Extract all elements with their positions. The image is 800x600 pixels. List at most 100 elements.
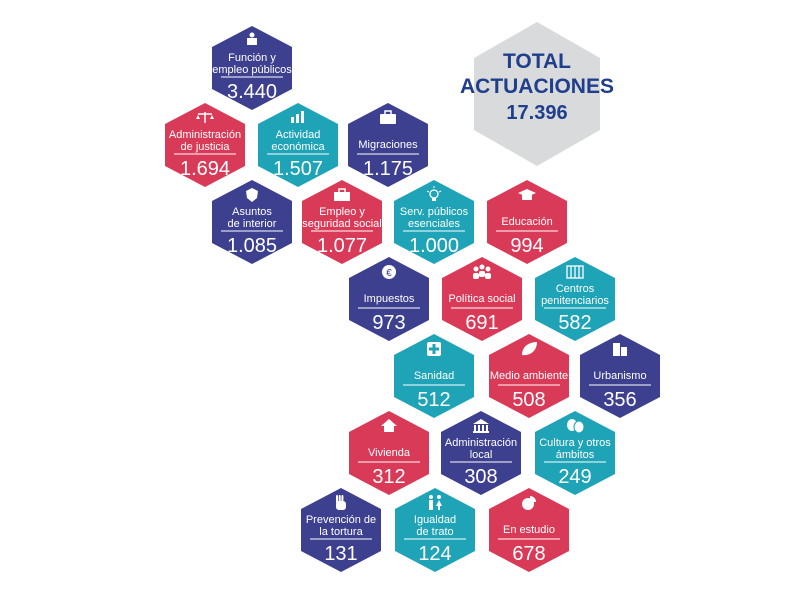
hexagon-label: Administración (169, 129, 241, 141)
hexagon-label: Vivienda (368, 447, 411, 459)
hexagon-label: la tortura (319, 526, 363, 538)
hexagon-label: penitenciarios (541, 295, 609, 307)
hexagon-value: 131 (324, 543, 357, 565)
hexagon-shape (535, 411, 615, 495)
hexagon-value: 312 (372, 466, 405, 488)
total-value: 17.396 (506, 102, 567, 124)
hexagon-cell: En estudio 678 (489, 488, 569, 572)
euro-coin-icon: € (382, 265, 396, 279)
hexagon-label: Sanidad (414, 370, 454, 382)
hexagon-shape (535, 257, 615, 341)
hexagon-cell: € Impuestos 973 (349, 257, 429, 341)
total-hexagon: TOTAL ACTUACIONES 17.396 (460, 22, 614, 166)
hexagon-shape (394, 180, 474, 264)
hexagon-value: 3.440 (227, 81, 277, 103)
hexagon-label: Impuestos (364, 293, 415, 305)
house-icon (381, 419, 397, 432)
hexagon-label: Migraciones (358, 139, 418, 151)
toolbox-icon (334, 188, 350, 201)
hexagon-value: 1.085 (227, 235, 277, 257)
hexagon-shape (348, 103, 428, 187)
light-bulb-icon (426, 186, 442, 201)
hexagon-shape (258, 103, 338, 187)
hexagon-shape (394, 334, 474, 418)
man-woman-icon (429, 495, 442, 510)
hexagon-value: 308 (464, 466, 497, 488)
hexagon-shape (489, 334, 569, 418)
hexagon-value: 973 (372, 312, 405, 334)
hexagon-cell: Educación 994 (487, 180, 567, 264)
hexagon-value: 249 (558, 466, 591, 488)
suitcase-icon (380, 110, 396, 124)
hexagon-label: seguridad social (302, 218, 382, 230)
hexagon-value: 582 (558, 312, 591, 334)
hexagon-label: Serv. públicos (400, 206, 469, 218)
hexagon-shape (349, 411, 429, 495)
hexagon-value: 1.507 (273, 158, 323, 180)
hexagon-cell: Migraciones 1.175 (348, 103, 428, 187)
graduation-cap-icon (518, 189, 536, 200)
hexagon-cell: Urbanismo 356 (580, 334, 660, 418)
buildings-icon (613, 343, 627, 356)
hexagon-shape (301, 488, 381, 572)
hexagon-value: 512 (417, 389, 450, 411)
hexagon-value: 1.077 (317, 235, 367, 257)
hexagon-shape (395, 488, 475, 572)
meeting-podium-icon (247, 32, 257, 45)
hexagon-label: Actividad (276, 129, 321, 141)
hexagon-label: En estudio (503, 524, 555, 536)
hexagon-value: 1.694 (180, 158, 230, 180)
hexagon-shape (580, 334, 660, 418)
hexagon-shape (441, 411, 521, 495)
scales-icon (196, 112, 214, 123)
theater-masks-icon (567, 419, 585, 434)
first-aid-icon (427, 342, 441, 356)
hexagon-shape (489, 488, 569, 572)
hexagon-label: Política social (448, 293, 515, 305)
hexagon-label: de justicia (181, 141, 231, 153)
people-group-icon (473, 264, 491, 279)
hexagon-shape (349, 257, 429, 341)
hexagon-shape (302, 180, 382, 264)
hexagon-shape (212, 180, 292, 264)
hexagon-value: 508 (512, 389, 545, 411)
hexagon-shape (442, 257, 522, 341)
hexagon-cell: Medio ambiente 508 (489, 334, 569, 418)
bar-chart-icon (291, 111, 304, 123)
hexagon-cell: Sanidad 512 (394, 334, 474, 418)
hexagon-value: 691 (465, 312, 498, 334)
hexagon-label: Prevención de (306, 514, 376, 526)
hexagon-label: económica (271, 141, 325, 153)
svg-text:€: € (386, 268, 392, 279)
hexagon-label: Administración (445, 437, 517, 449)
hexagon-label: local (470, 449, 493, 461)
hexagon-label: ámbitos (556, 449, 595, 461)
hexagon-label: de interior (228, 218, 277, 230)
hexagon-shape (165, 103, 245, 187)
town-hall-icon (473, 419, 489, 433)
hexagon-label: Empleo y (319, 206, 365, 218)
hexagon-label: Asuntos (232, 206, 272, 218)
hexagon-label: Urbanismo (593, 370, 646, 382)
hexagon-label: Igualdad (414, 514, 456, 526)
hexagon-label: Centros (556, 283, 595, 295)
hexagon-label: Medio ambiente (490, 370, 568, 382)
leaf-icon (522, 342, 537, 356)
hexagon-value: 1.175 (363, 158, 413, 180)
hexagon-label: empleo públicos (212, 64, 292, 76)
hexagon-value: 1.000 (409, 235, 459, 257)
hexagon-value: 994 (510, 235, 543, 257)
hexagon-label: esenciales (408, 218, 460, 230)
hexagon-value: 678 (512, 543, 545, 565)
